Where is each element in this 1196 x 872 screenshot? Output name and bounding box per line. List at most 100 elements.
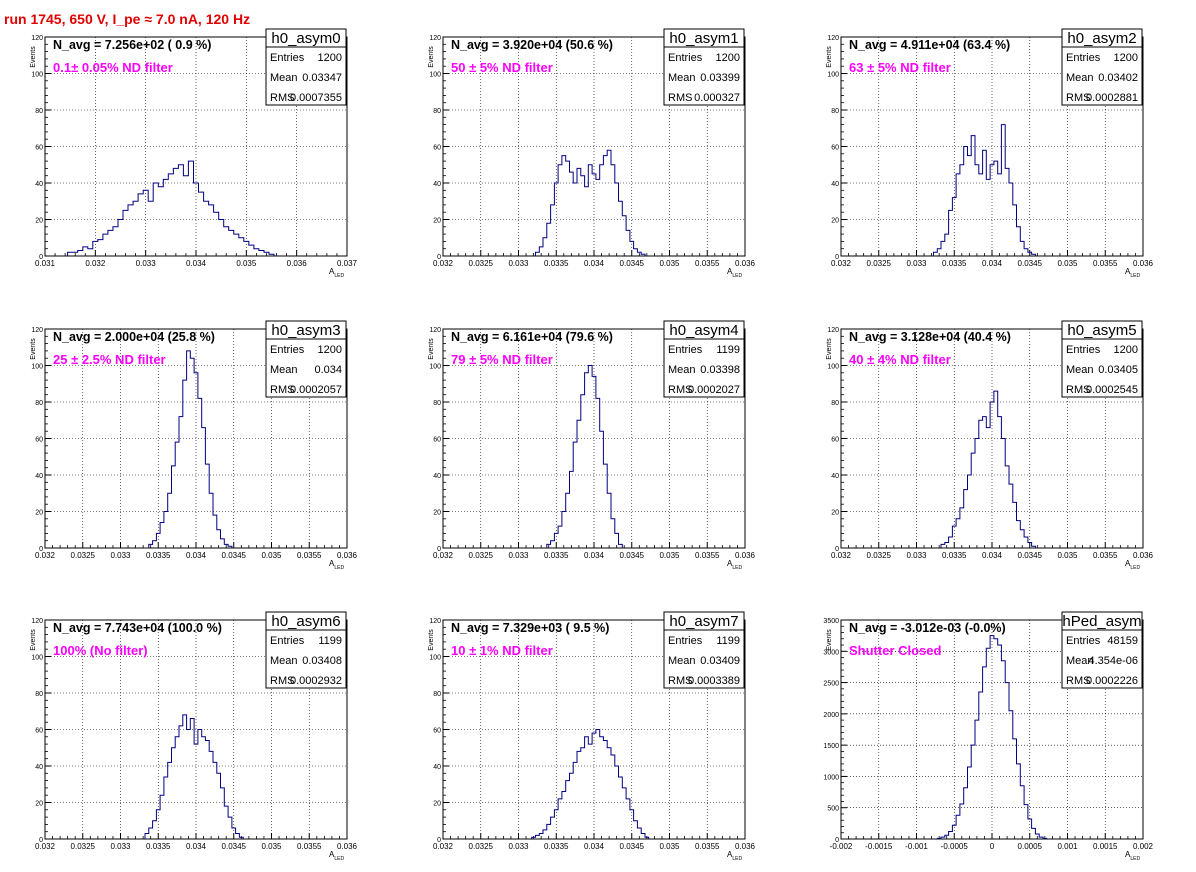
x-axis-label-subscript: LED [1130, 273, 1140, 279]
x-tick-label: 0.0335 [544, 842, 569, 851]
stats-label: Mean [668, 364, 696, 376]
n-avg-label: N_avg = 7.743e+04 (100.0 %) [53, 621, 222, 635]
stats-value: 0.0003389 [688, 675, 740, 687]
y-tick-label: 60 [831, 437, 839, 444]
y-tick-label: 100 [429, 655, 441, 662]
x-tick-label: 0.0355 [695, 842, 720, 851]
stats-label: Entries [270, 52, 305, 64]
x-tick-label: 0.035 [1057, 551, 1078, 560]
x-tick-label: 0.0005 [1018, 842, 1043, 851]
x-axis-label-subscript: LED [732, 565, 742, 571]
filter-label: 25 ± 2.5% ND filter [53, 352, 166, 367]
stats-label: RMS [1066, 675, 1090, 687]
y-tick-label: 60 [433, 728, 441, 735]
stats-title: h0_asym4 [669, 322, 738, 339]
x-tick-label: 0.0355 [297, 842, 322, 851]
stats-box [663, 28, 745, 106]
x-axis-label: ALED [727, 559, 742, 571]
x-tick-label: 0.0325 [71, 551, 96, 560]
x-tick-label: 0.0355 [695, 259, 720, 268]
x-axis-label-main: A [727, 559, 733, 568]
y-tick-label: 80 [35, 691, 43, 698]
x-tick-label: 0.0335 [146, 842, 171, 851]
x-axis-label-subscript: LED [1130, 565, 1140, 571]
x-axis-label-main: A [727, 850, 733, 859]
x-tick-label: -0.0015 [865, 842, 893, 851]
x-tick-label: 0 [990, 842, 995, 851]
x-tick-label: 0.032 [831, 551, 852, 560]
x-tick-label: 0.0335 [544, 551, 569, 560]
stats-value: 0.0007355 [290, 92, 342, 104]
y-tick-label: 40 [35, 764, 43, 771]
x-tick-label: 0.0355 [1093, 259, 1118, 268]
x-axis-label-subscript: LED [732, 856, 742, 862]
x-tick-label: 0.032 [433, 842, 454, 851]
x-tick-label: 0.032 [433, 551, 454, 560]
filter-label: 40 ± 4% ND filter [849, 352, 951, 367]
y-tick-label: 120 [31, 618, 43, 625]
stats-label: Entries [668, 344, 703, 356]
y-tick-label: 0 [437, 837, 441, 844]
stats-label: Entries [668, 635, 703, 647]
x-tick-label: 0.035 [261, 842, 282, 851]
y-tick-label: 60 [831, 145, 839, 152]
y-tick-label: 0 [39, 837, 43, 844]
y-tick-label: 80 [831, 108, 839, 115]
histogram-line [940, 390, 1036, 548]
plot-hPed_asym: -0.002 -0.0015 -0.001 -0.0005 0 0.0005 0.001 0.… [823, 611, 1154, 862]
x-tick-label: 0.035 [236, 259, 257, 268]
x-tick-label: 0.0345 [1018, 259, 1043, 268]
stats-value: 0.0002226 [1086, 675, 1138, 687]
y-tick-label: 0 [39, 546, 43, 553]
x-tick-label: -0.002 [830, 842, 853, 851]
stats-label: Entries [1066, 344, 1101, 356]
histogram-line [148, 350, 233, 548]
stats-title: h0_asym7 [669, 613, 738, 630]
y-tick-label: 80 [433, 108, 441, 115]
stats-label: Entries [668, 52, 703, 64]
y-tick-label: 3500 [823, 618, 839, 625]
x-tick-label: 0.0345 [1018, 551, 1043, 560]
stats-value: 1199 [716, 635, 740, 647]
x-tick-label: 0.034 [982, 551, 1003, 560]
x-tick-label: 0.036 [735, 259, 756, 268]
x-axis-label-main: A [329, 559, 335, 568]
stats-title: h0_asym1 [669, 30, 738, 47]
x-tick-label: 0.0335 [942, 259, 967, 268]
x-tick-label: 0.034 [186, 842, 207, 851]
x-tick-label: 0.0335 [942, 551, 967, 560]
x-tick-label: 0.0325 [469, 842, 494, 851]
x-tick-label: -0.0005 [941, 842, 969, 851]
stats-value: 1200 [318, 52, 342, 64]
x-tick-label: 0.036 [735, 551, 756, 560]
y-tick-label: 120 [31, 327, 43, 334]
x-axis-label-main: A [1125, 267, 1131, 276]
stats-title: h0_asym0 [271, 30, 340, 47]
x-tick-label: 0.036 [337, 551, 358, 560]
histogram-line [531, 729, 650, 839]
stats-label: Mean [668, 72, 696, 84]
x-tick-label: 0.031 [35, 259, 56, 268]
y-tick-label: 20 [433, 218, 441, 225]
y-tick-label: 1000 [823, 774, 839, 781]
x-tick-label: 0.0335 [146, 551, 171, 560]
page-title: run 1745, 650 V, I_pe ≈ 7.0 nA, 120 Hz [4, 11, 251, 27]
x-tick-label: 0.032 [85, 259, 106, 268]
stats-label: Mean [1066, 72, 1094, 84]
stats-label: Mean [270, 72, 298, 84]
x-tick-label: 0.033 [508, 551, 529, 560]
x-tick-label: 0.036 [1133, 259, 1154, 268]
stats-label: RMS [1066, 384, 1090, 396]
y-tick-label: 100 [429, 364, 441, 371]
x-tick-label: 0.0325 [867, 259, 892, 268]
x-tick-label: 0.033 [110, 842, 131, 851]
stats-value: 1200 [318, 344, 342, 356]
filter-label: 79 ± 5% ND filter [451, 352, 553, 367]
y-tick-label: 500 [827, 806, 839, 813]
y-tick-label: 60 [35, 437, 43, 444]
plot-h0_asym3: 0.032 0.0325 0.033 0.0335 0.034 0.0345 0.035 0.… [30, 320, 358, 571]
filter-label: 0.1± 0.05% ND filter [53, 60, 173, 75]
stats-label: Mean [270, 364, 298, 376]
n-avg-label: N_avg = 3.920e+04 (50.6 %) [451, 38, 613, 52]
x-tick-label: 0.036 [337, 842, 358, 851]
